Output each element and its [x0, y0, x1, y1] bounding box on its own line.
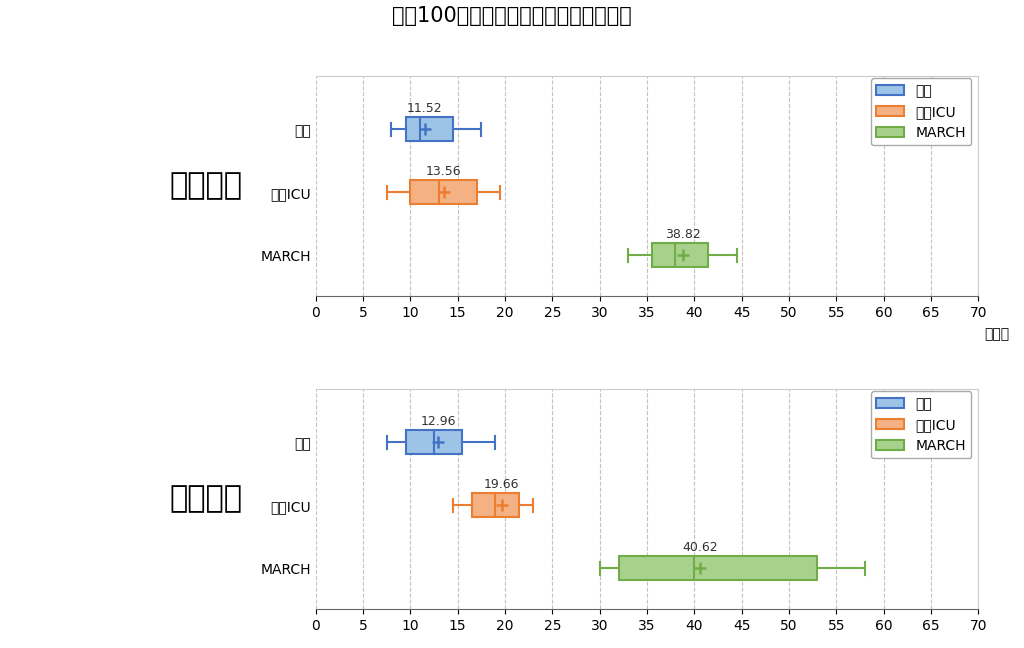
- Bar: [618, 557, 817, 581]
- Text: 12.96: 12.96: [421, 415, 456, 428]
- Legend: 早慶, 上理ICU, MARCH: 早慶, 上理ICU, MARCH: [870, 391, 972, 458]
- Bar: [651, 244, 709, 268]
- Text: 生徒100名あたりの私立の合格実績比較: 生徒100名あたりの私立の合格実績比較: [392, 6, 632, 27]
- Text: 38.82: 38.82: [666, 228, 701, 241]
- Bar: [406, 117, 453, 141]
- Bar: [406, 430, 462, 454]
- Text: 19.66: 19.66: [484, 478, 519, 491]
- Text: 13.56: 13.56: [426, 165, 462, 178]
- Text: （件）: （件）: [984, 327, 1009, 341]
- Text: 水戸一高: 水戸一高: [170, 172, 243, 201]
- Bar: [411, 180, 476, 204]
- Text: 11.52: 11.52: [407, 102, 442, 115]
- Bar: [472, 493, 519, 517]
- Text: 40.62: 40.62: [682, 541, 718, 554]
- Legend: 早慶, 上理ICU, MARCH: 早慶, 上理ICU, MARCH: [870, 78, 972, 145]
- Text: 土浦一高: 土浦一高: [170, 485, 243, 514]
